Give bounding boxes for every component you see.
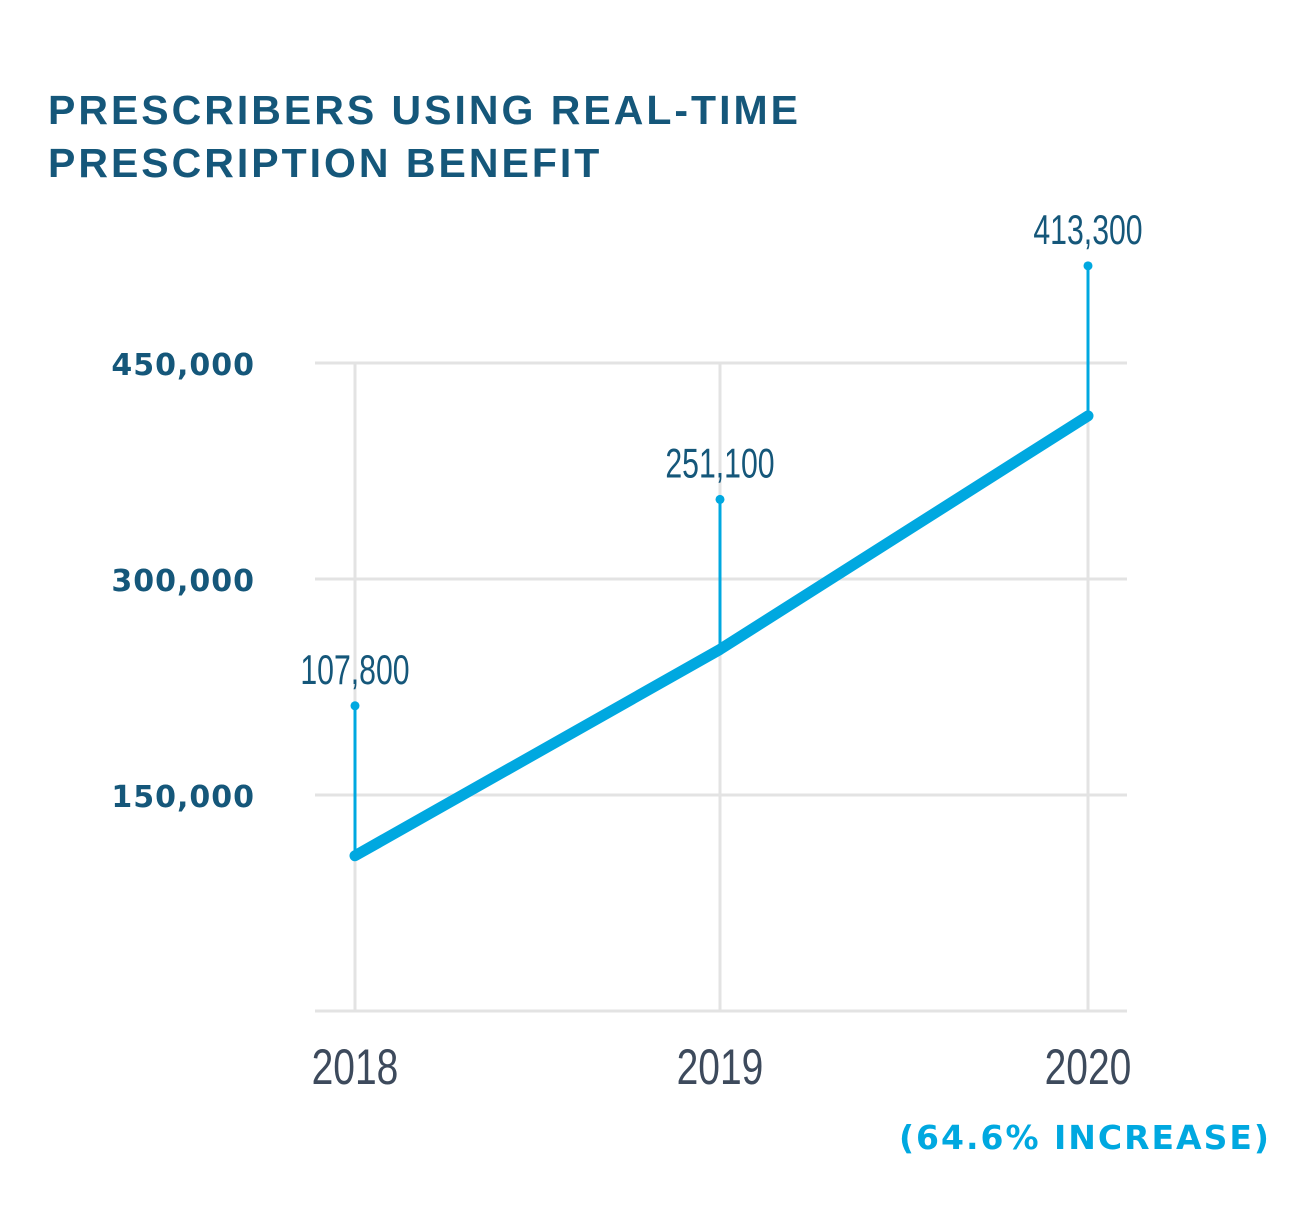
x-tick-label: 2019 [677, 1038, 764, 1095]
callout-dot [715, 494, 725, 504]
title-line-2: PRESCRIPTION BENEFIT [48, 140, 603, 186]
y-tick-label: 450,000 [111, 348, 255, 383]
data-label: 413,300 [1033, 206, 1142, 253]
series-line [349, 410, 1094, 862]
y-tick-label: 300,000 [111, 564, 255, 599]
data-label: 251,100 [665, 440, 774, 487]
callout-dot [350, 701, 360, 711]
title-line-1: PRESCRIBERS USING REAL-TIME [48, 87, 801, 133]
x-tick-label: 2018 [312, 1038, 399, 1095]
increase-annotation: (64.6% INCREASE) [898, 1118, 1271, 1157]
x-tick-label: 2020 [1045, 1038, 1132, 1095]
y-tick-label: 150,000 [111, 780, 255, 815]
callout-dot [1083, 261, 1093, 271]
data-label: 107,800 [300, 646, 409, 693]
chart-title: PRESCRIBERS USING REAL-TIME PRESCRIPTION… [48, 84, 801, 190]
